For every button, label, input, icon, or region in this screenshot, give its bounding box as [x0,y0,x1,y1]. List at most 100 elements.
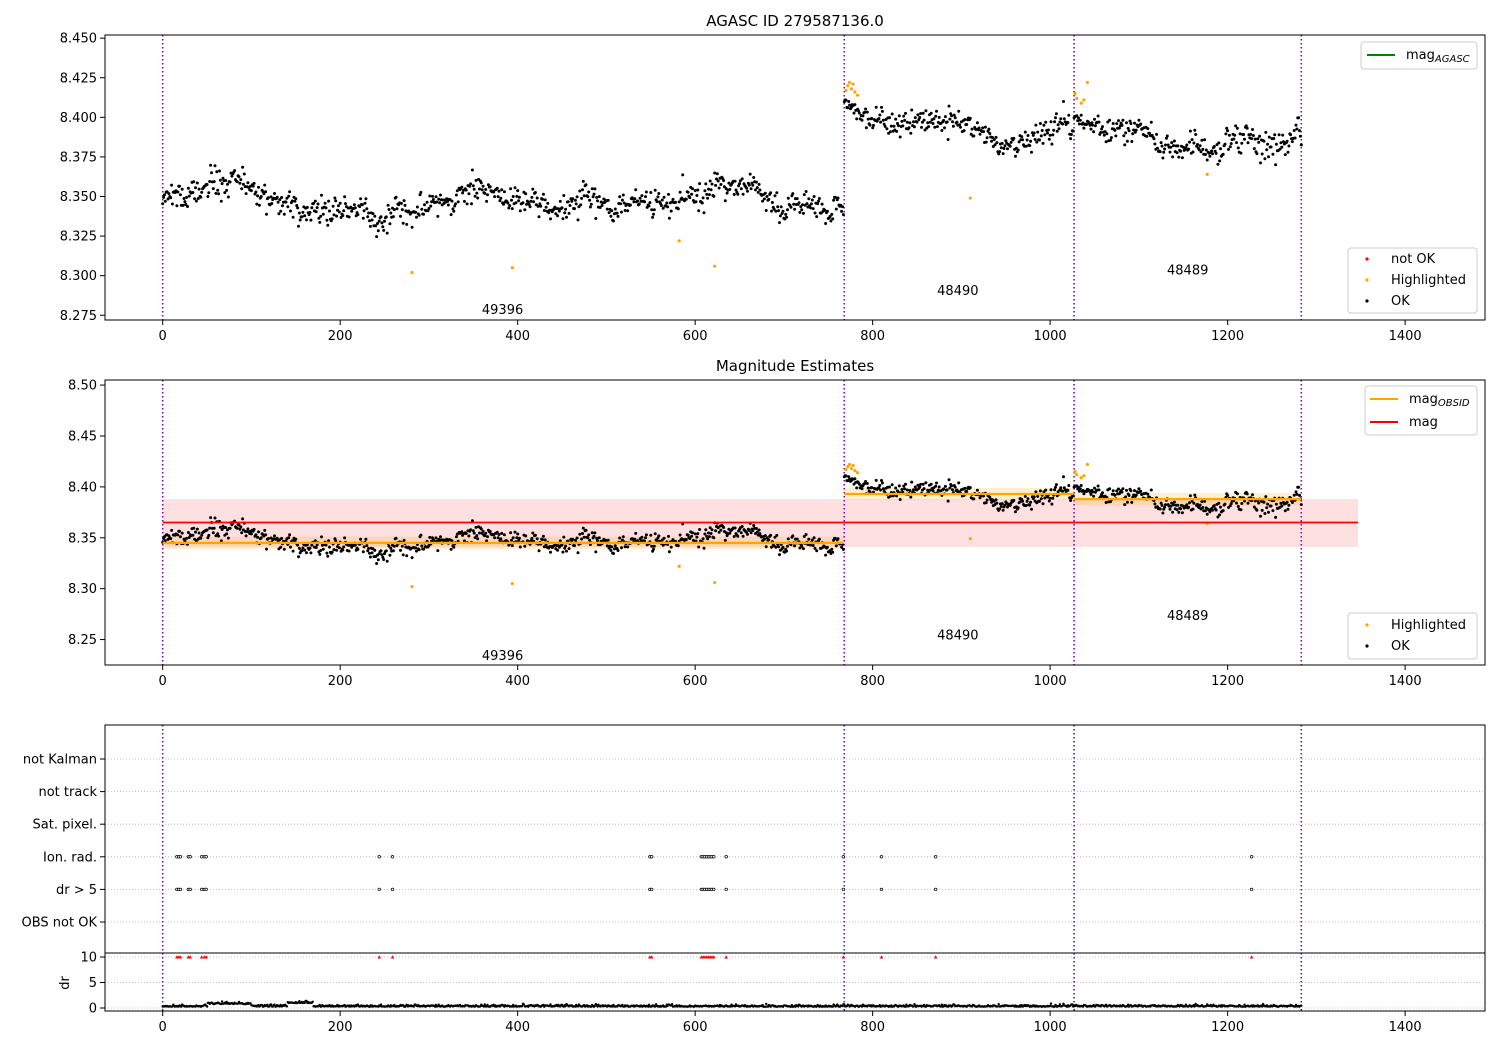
agasc-ok-point [1030,150,1033,154]
agasc-ok-point [621,193,625,197]
estimates-ok-point [533,533,537,537]
agasc-ok-point [382,228,386,232]
estimates-ok-point [653,532,657,536]
agasc-ok-point [963,118,967,121]
agasc-ok-point [587,190,591,194]
flag-label: not track [38,785,97,800]
estimates-ok-point [410,556,414,560]
estimates-ok-point [1096,484,1100,488]
agasc-ok-point [622,201,626,205]
dr-clipped-marker [178,955,183,959]
estimates-ok-point [1187,505,1191,509]
agasc-ok-point [194,199,198,203]
agasc-ok-point [568,204,572,207]
estimates-ok-point [817,537,821,541]
agasc-obsid-label: 48490 [937,284,978,299]
estimates-ok-point [757,528,761,532]
agasc-ok-point [1176,144,1180,148]
agasc-ok-point [331,204,335,208]
dr-point [564,1005,567,1008]
estimates-ok-point [254,533,258,537]
agasc-ok-point [927,125,931,129]
agasc-ok-point [1205,158,1209,162]
agasc-ok-point [874,105,878,109]
estimates-ok-point [471,529,475,533]
agasc-highlighted-point [677,239,681,243]
agasc-ok-point [823,208,827,212]
estimates-ok-point [252,527,256,531]
estimates-ok-point [370,551,374,555]
agasc-ok-point [277,212,281,216]
agasc-ok-point [1238,132,1242,136]
agasc-ok-point [240,187,244,191]
estimates-ok-point [1014,510,1017,514]
estimates-ok-point [813,546,817,550]
agasc-ok-point [430,200,434,204]
agasc-ok-point [940,129,944,132]
agasc-ok-point [1032,131,1036,135]
agasc-ok-point [1197,148,1201,152]
agasc-ok-point [186,205,189,208]
dr-point [670,1003,674,1006]
estimates-xtick-label: 800 [860,674,885,689]
agasc-ok-point [175,204,179,208]
estimates-ok-point [1021,499,1025,503]
agasc-ok-point [1267,155,1270,159]
estimates-ok-point [587,533,591,537]
agasc-ok-point [193,197,197,201]
estimates-legend-ok: OK [1391,639,1410,654]
agasc-highlighted-point [853,90,857,94]
estimates-ok-point [326,554,330,558]
agasc-ok-point [704,182,708,186]
estimates-ok-point [1175,508,1179,512]
agasc-ok-point [1028,144,1032,148]
agasc-highlighted-point [849,87,853,91]
agasc-ok-point [439,193,442,197]
flag-marker [879,887,884,892]
agasc-ok-point [644,195,647,199]
agasc-ok-point [1014,154,1017,158]
estimates-ok-point [439,535,442,539]
agasc-ok-point [1249,132,1253,136]
estimates-ok-point [375,562,379,565]
estimates-ok-point [178,529,181,533]
agasc-ok-point [437,197,441,201]
agasc-ok-point [616,214,620,218]
estimates-ok-point [464,532,468,536]
estimates-highlighted-point [853,468,857,473]
agasc-ok-point [509,187,513,191]
agasc-ok-point [295,204,299,207]
agasc-ok-point [1050,142,1054,146]
agasc-ok-point [807,197,811,201]
estimates-ok-point [1200,500,1204,504]
agasc-ok-point [907,126,911,130]
estimates-ok-point [888,494,892,498]
agasc-ok-point [1250,137,1254,141]
agasc-ytick-label: 8.275 [60,309,97,324]
agasc-ok-point [812,195,816,198]
estimates-ok-point [1113,493,1117,497]
agasc-ok-point [187,194,191,198]
flag-marker [724,887,728,892]
estimates-ok-point [732,535,736,538]
agasc-ok-point [379,215,383,219]
agasc-ok-point [1260,152,1264,156]
estimates-ok-point [573,544,576,548]
agasc-ok-point [1071,129,1075,133]
agasc-ok-point [1208,154,1212,158]
estimates-ok-point [437,537,441,541]
agasc-ok-point [308,211,312,214]
estimates-ok-point [678,533,682,537]
agasc-ok-point [765,195,769,198]
agasc-ok-point [1041,141,1045,145]
agasc-ok-point [947,104,951,108]
agasc-ok-point [1104,140,1108,144]
agasc-ok-point [556,214,560,218]
estimates-ok-point [590,531,594,535]
agasc-ok-point [515,194,519,198]
agasc-ok-point [727,181,731,185]
agasc-ok-point [942,118,946,122]
agasc-ok-point [328,209,331,213]
estimates-ytick-label: 8.30 [68,582,97,597]
